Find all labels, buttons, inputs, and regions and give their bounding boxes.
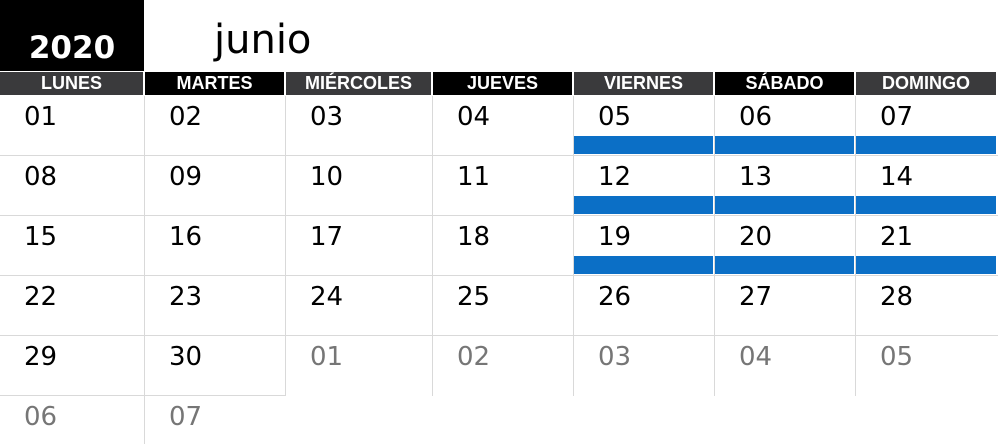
calendar-grid: 01 02 03 04 05 06 07 08 09 10 11 12 13 14 15 16 17 18 19 20… [0,96,998,444]
grid-column-divider [714,96,715,396]
day-cell[interactable]: 29 [24,342,58,372]
day-cell-other-month[interactable]: 04 [739,342,773,372]
day-cell-other-month[interactable]: 03 [598,342,632,372]
weekend-highlight-bar [574,136,713,154]
weekday-header-2: MIÉRCOLES [286,72,431,95]
day-cell[interactable]: 27 [739,282,773,312]
year-label: 2020 [0,0,144,71]
day-cell[interactable]: 21 [880,222,914,252]
grid-row-divider [0,395,286,396]
day-cell[interactable]: 28 [880,282,914,312]
day-cell[interactable]: 16 [169,222,203,252]
day-cell[interactable]: 15 [24,222,58,252]
grid-row-divider [0,215,998,216]
weekday-header-3: JUEVES [433,72,572,95]
day-cell[interactable]: 05 [598,102,632,132]
day-cell[interactable]: 11 [457,162,491,192]
weekend-highlight-bar [856,136,996,154]
weekday-header-4: VIERNES [574,72,713,95]
month-title: junio [214,17,312,63]
day-cell-other-month[interactable]: 02 [457,342,491,372]
weekend-highlight-bar [574,256,713,274]
day-cell[interactable]: 12 [598,162,632,192]
weekend-highlight-bar [715,256,854,274]
day-cell[interactable]: 03 [310,102,344,132]
day-cell[interactable]: 01 [24,102,58,132]
day-cell-other-month[interactable]: 06 [24,402,58,432]
grid-column-divider [855,96,856,396]
grid-column-divider [285,96,286,396]
grid-column-divider [432,96,433,396]
day-cell[interactable]: 07 [880,102,914,132]
day-cell-other-month[interactable]: 01 [310,342,344,372]
day-cell[interactable]: 30 [169,342,203,372]
grid-column-divider [573,96,574,396]
day-cell[interactable]: 06 [739,102,773,132]
day-cell[interactable]: 13 [739,162,773,192]
grid-column-divider [144,96,145,444]
weekend-highlight-bar [574,196,713,214]
day-cell[interactable]: 14 [880,162,914,192]
weekday-header-1: MARTES [145,72,284,95]
day-cell[interactable]: 02 [169,102,203,132]
weekday-header-row: LUNES MARTES MIÉRCOLES JUEVES VIERNES SÁBADO D… [0,72,998,96]
day-cell[interactable]: 23 [169,282,203,312]
weekday-header-0: LUNES [0,72,143,95]
weekend-highlight-bar [715,196,854,214]
day-cell[interactable]: 04 [457,102,491,132]
weekend-highlight-bar [856,196,996,214]
day-cell[interactable]: 22 [24,282,58,312]
grid-row-divider [0,155,998,156]
day-cell-other-month[interactable]: 07 [169,402,203,432]
day-cell[interactable]: 25 [457,282,491,312]
grid-row-divider [0,275,998,276]
day-cell-other-month[interactable]: 05 [880,342,914,372]
weekday-header-5: SÁBADO [715,72,854,95]
weekend-highlight-bar [856,256,996,274]
day-cell[interactable]: 10 [310,162,344,192]
day-cell[interactable]: 09 [169,162,203,192]
weekend-highlight-bar [715,136,854,154]
day-cell[interactable]: 24 [310,282,344,312]
grid-row-divider [0,335,998,336]
day-cell[interactable]: 19 [598,222,632,252]
day-cell[interactable]: 20 [739,222,773,252]
weekday-header-6: DOMINGO [856,72,996,95]
day-cell[interactable]: 17 [310,222,344,252]
day-cell[interactable]: 08 [24,162,58,192]
day-cell[interactable]: 26 [598,282,632,312]
day-cell[interactable]: 18 [457,222,491,252]
